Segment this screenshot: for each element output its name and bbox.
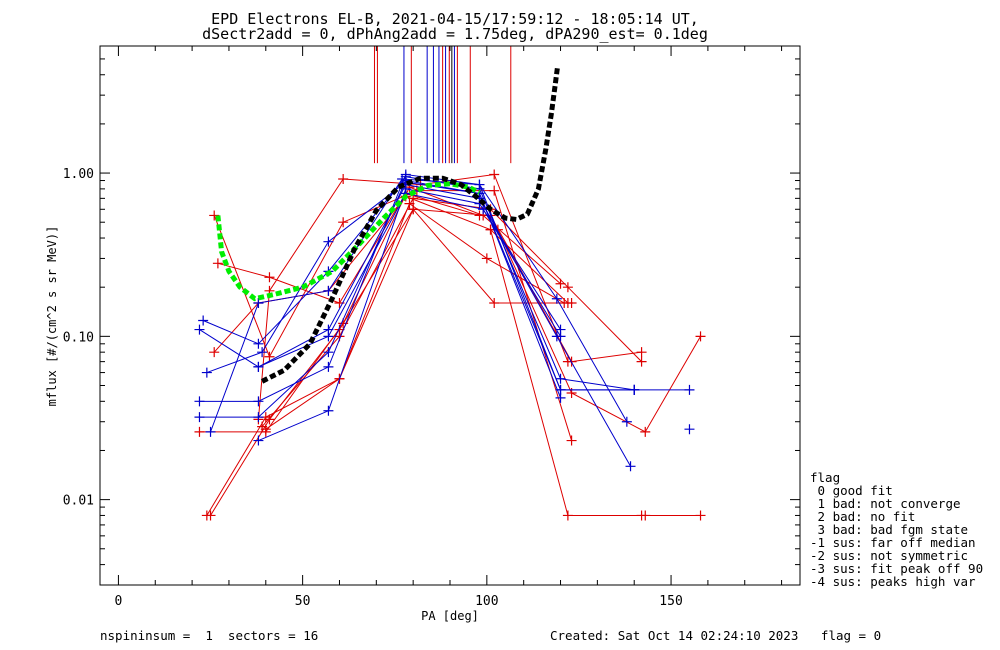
data-point [198,315,209,326]
data-point [205,426,216,437]
data-point [323,331,334,342]
legend-title: flag [810,470,840,485]
title-line-1: EPD Electrons EL-B, 2021-04-15/17:59:12 … [211,10,699,28]
y-tick-label: 1.00 [63,167,94,182]
data-point [323,285,334,296]
data-point [636,356,647,367]
green-fit-curve [215,181,481,302]
data-point [194,412,205,423]
plot-area [194,46,706,521]
data-point [264,272,275,283]
data-point [253,298,264,309]
legend-item: 3 bad: bad fgm state [810,522,968,537]
data-point [684,424,695,435]
data-point [629,384,640,395]
data-point [474,179,485,190]
series-line [497,229,701,433]
data-point [489,169,500,180]
x-axis-label: PA [deg] [421,609,479,623]
y-axis-label: mflux [#/(cm^2 s sr MeV)] [45,226,59,407]
data-point [194,426,205,437]
data-point [555,373,566,384]
legend-item: 1 bad: not converge [810,496,961,511]
black-fit-curve [260,66,561,384]
data-point [194,396,205,407]
flag-legend: flag 0 good fit 1 bad: not converge 2 ba… [810,470,983,589]
footer-left: nspininsum = 1 sectors = 16 [100,628,318,643]
data-point [408,204,419,215]
data-point [253,361,264,372]
y-tick-label: 0.10 [63,330,94,345]
data-point [566,435,577,446]
data-point [253,396,264,407]
data-point [695,331,706,342]
x-tick-label: 100 [475,594,498,609]
data-point [323,236,334,247]
data-point [478,204,489,215]
series-line [257,173,569,420]
data-point [555,331,566,342]
footer-right: Created: Sat Oct 14 02:24:10 2023 flag =… [550,628,881,643]
x-tick-label: 0 [115,594,123,609]
data-point [264,414,275,425]
data-point [555,384,566,395]
y-tick-label: 0.01 [63,494,94,509]
data-point [201,367,212,378]
legend-item: 2 bad: no fit [810,509,915,524]
data-point [636,347,647,358]
data-point [338,217,349,228]
data-point [640,426,651,437]
data-point [212,258,223,269]
legend-item: -2 sus: not symmetric [810,548,968,563]
data-point [562,282,573,293]
data-point [338,173,349,184]
data-point [257,347,268,358]
axes: 0 50 100 150 0.01 0.10 1.00 [63,45,800,609]
data-point [684,384,695,395]
legend-item: -3 sus: fit peak off 90 [810,561,983,576]
data-point [194,324,205,335]
data-point [489,185,500,196]
series-line [261,197,642,427]
legend-item: 0 good fit [810,483,893,498]
data-point [625,461,636,472]
series-line [206,202,565,516]
x-tick-label: 150 [659,594,682,609]
data-point [621,416,632,427]
data-point [260,424,271,435]
data-point [253,435,264,446]
title-line-2: dSectr2add = 0, dPhAng2add = 1.75deg, dP… [202,25,708,43]
series-line [265,208,642,430]
data-point [253,412,264,423]
x-tick-label: 50 [295,594,311,609]
data-point [404,198,415,209]
data-point [566,298,577,309]
data-point [323,361,334,372]
data-point [562,510,573,521]
data-point [205,510,216,521]
data-point [636,510,647,521]
plot-frame [99,45,801,586]
data-point [551,293,562,304]
data-point [489,298,500,309]
legend-item: -4 sus: peaks high var [810,574,976,589]
data-point [209,347,220,358]
data-point [323,347,334,358]
series-line [206,181,561,399]
series-line [210,208,572,516]
data-point [209,210,220,221]
data-point [253,338,264,349]
data-point [264,351,275,362]
legend-item: -1 sus: far off median [810,535,976,550]
data-point [695,510,706,521]
data-point [323,405,334,416]
data-point [481,253,492,264]
